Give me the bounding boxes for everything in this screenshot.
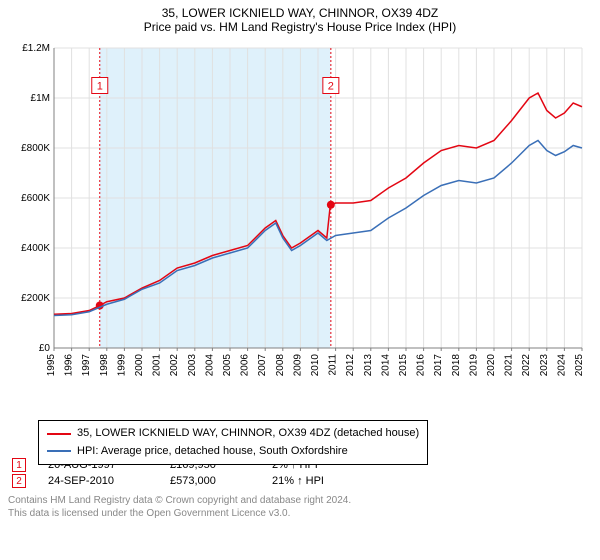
svg-text:£600K: £600K	[21, 193, 50, 204]
svg-text:1998: 1998	[99, 354, 110, 377]
chart-legend: 35, LOWER ICKNIELD WAY, CHINNOR, OX39 4D…	[38, 420, 428, 465]
svg-text:2019: 2019	[468, 354, 479, 377]
svg-text:2022: 2022	[521, 354, 532, 377]
svg-text:2003: 2003	[187, 354, 198, 377]
svg-text:1999: 1999	[116, 354, 127, 377]
svg-text:2012: 2012	[345, 354, 356, 377]
svg-text:£1.2M: £1.2M	[22, 43, 50, 54]
marker-badge: 2	[12, 474, 26, 488]
svg-text:1995: 1995	[46, 354, 57, 377]
svg-text:2011: 2011	[328, 354, 339, 376]
svg-text:2006: 2006	[240, 354, 251, 377]
svg-text:2015: 2015	[398, 354, 409, 377]
svg-text:£800K: £800K	[21, 143, 50, 154]
data-point-row: 2 24-SEP-2010 £573,000 21% ↑ HPI	[8, 474, 592, 488]
chart-title-line2: Price paid vs. HM Land Registry's House …	[8, 20, 592, 34]
svg-text:2001: 2001	[152, 354, 163, 377]
svg-text:2: 2	[328, 81, 334, 93]
svg-text:2018: 2018	[451, 354, 462, 377]
legend-swatch	[47, 433, 71, 435]
legend-label: 35, LOWER ICKNIELD WAY, CHINNOR, OX39 4D…	[77, 425, 419, 443]
svg-text:2014: 2014	[380, 354, 391, 377]
footer-attribution: Contains HM Land Registry data © Crown c…	[8, 494, 592, 520]
svg-text:1: 1	[97, 81, 103, 93]
data-point-price: £573,000	[170, 475, 250, 487]
svg-text:£200K: £200K	[21, 293, 50, 304]
svg-text:2025: 2025	[574, 354, 585, 377]
svg-text:£1M: £1M	[31, 93, 50, 104]
svg-text:2017: 2017	[433, 354, 444, 377]
svg-text:2002: 2002	[169, 354, 180, 377]
svg-text:2010: 2010	[310, 354, 321, 377]
data-point-pct: 21% ↑ HPI	[272, 475, 324, 487]
data-point-date: 24-SEP-2010	[48, 475, 148, 487]
price-chart: £0 £200K £400K £600K £800K £1M £1.2M 1995 1996 19…	[8, 38, 592, 408]
svg-text:2023: 2023	[539, 354, 550, 377]
legend-swatch	[47, 450, 71, 452]
svg-text:2020: 2020	[486, 354, 497, 377]
svg-text:2008: 2008	[275, 354, 286, 377]
svg-text:1997: 1997	[81, 354, 92, 377]
legend-label: HPI: Average price, detached house, Sout…	[77, 443, 348, 461]
svg-text:£400K: £400K	[21, 243, 50, 254]
svg-text:2005: 2005	[222, 354, 233, 377]
marker-badge: 1	[12, 458, 26, 472]
svg-text:2000: 2000	[134, 354, 145, 377]
svg-text:2016: 2016	[416, 354, 427, 377]
svg-text:£0: £0	[39, 343, 51, 354]
svg-text:1996: 1996	[64, 354, 75, 377]
svg-text:2007: 2007	[257, 354, 268, 377]
svg-text:2024: 2024	[556, 354, 567, 377]
footer-line2: This data is licensed under the Open Gov…	[8, 507, 592, 520]
svg-text:2009: 2009	[292, 354, 303, 377]
chart-title-line1: 35, LOWER ICKNIELD WAY, CHINNOR, OX39 4D…	[8, 6, 592, 20]
svg-text:2021: 2021	[504, 354, 515, 377]
svg-text:2004: 2004	[204, 354, 215, 377]
footer-line1: Contains HM Land Registry data © Crown c…	[8, 494, 592, 507]
svg-text:2013: 2013	[363, 354, 374, 377]
